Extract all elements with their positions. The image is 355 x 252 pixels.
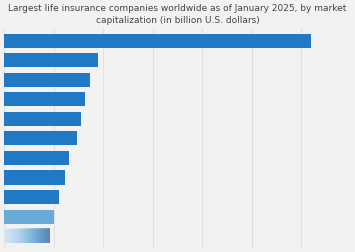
Bar — [4, 54, 98, 68]
Bar — [4, 112, 81, 126]
Bar — [4, 171, 65, 185]
Bar — [4, 190, 59, 204]
Bar — [4, 229, 50, 243]
Bar — [4, 93, 86, 107]
Bar — [4, 35, 311, 48]
Bar — [4, 73, 90, 87]
Title: Largest life insurance companies worldwide as of January 2025, by market
capital: Largest life insurance companies worldwi… — [8, 4, 347, 25]
Bar — [4, 132, 77, 146]
Bar — [4, 151, 69, 165]
Bar — [4, 210, 54, 224]
